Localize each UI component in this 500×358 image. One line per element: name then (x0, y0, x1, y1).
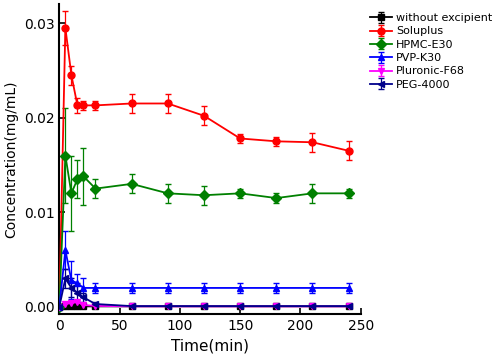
X-axis label: Time(min): Time(min) (171, 339, 249, 354)
Y-axis label: Concentration(mg/mL): Concentration(mg/mL) (4, 81, 18, 238)
Legend: without excipient, Soluplus, HPMC-E30, PVP-K30, Pluronic-F68, PEG-4000: without excipient, Soluplus, HPMC-E30, P… (366, 10, 496, 93)
